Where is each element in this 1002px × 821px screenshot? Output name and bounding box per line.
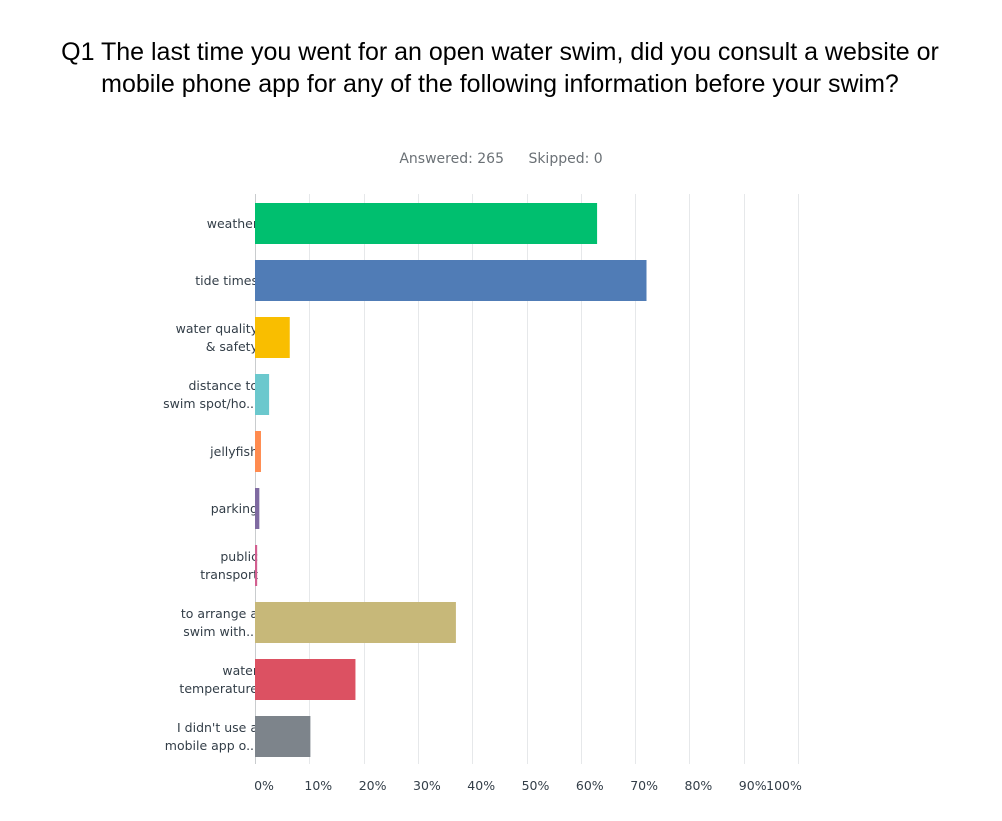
bar[interactable] (255, 431, 261, 472)
category-label-line: jellyfish (210, 443, 258, 459)
x-tick-label: 90% (739, 778, 767, 793)
category-label: I didn't use a mobile app o... (78, 719, 258, 755)
category-label: public transport (78, 548, 258, 584)
category-label-line: public (220, 548, 258, 564)
x-tick-label: 10% (304, 778, 332, 793)
bar[interactable] (255, 488, 260, 529)
x-tick-label: 50% (522, 778, 550, 793)
bar[interactable] (255, 602, 456, 643)
category-label-line: weather (206, 215, 258, 231)
bar[interactable] (255, 374, 270, 415)
category-label-line: I didn't use a (177, 719, 258, 735)
category-label-line: to arrange a (180, 605, 258, 621)
category-label-line: mobile app o... (164, 737, 258, 753)
bar[interactable] (255, 260, 647, 301)
category-label-line: swim with... (183, 623, 258, 639)
category-label: water temperature (78, 662, 258, 698)
category-label: distance to swim spot/ho... (78, 377, 258, 413)
category-label-line: distance to (188, 377, 259, 393)
category-label-line: swim spot/ho... (163, 395, 258, 411)
category-label-line: tide times (195, 272, 258, 288)
category-label: jellyfish (78, 443, 258, 461)
x-tick-label: 60% (576, 778, 604, 793)
x-tick-label: 100% (766, 778, 802, 793)
bar[interactable] (255, 716, 311, 757)
x-tick-label: 80% (685, 778, 713, 793)
category-label-line: temperature (179, 680, 258, 696)
answered-count: Answered: 265 (399, 151, 504, 167)
x-tick-label: 0% (254, 778, 274, 793)
category-label-line: transport (200, 566, 258, 582)
bar[interactable] (255, 659, 356, 700)
question-title: Q1 The last time you went for an open wa… (61, 38, 939, 98)
category-label: tide times (78, 272, 258, 290)
x-tick-label: 70% (630, 778, 658, 793)
x-tick-label: 40% (467, 778, 495, 793)
category-label-line: water (222, 662, 258, 678)
x-tick-label: 20% (359, 778, 387, 793)
category-label: weather (78, 215, 258, 233)
category-label-line: & safety (205, 338, 258, 354)
bar[interactable] (255, 203, 598, 244)
category-label: parking (78, 500, 258, 518)
response-stats: Answered: 265 Skipped: 0 (0, 151, 1002, 167)
bar[interactable] (255, 545, 258, 586)
skipped-count: Skipped: 0 (528, 151, 603, 167)
x-tick-label: 30% (413, 778, 441, 793)
category-label-line: water quality (175, 320, 258, 336)
category-label: to arrange a swim with... (78, 605, 258, 641)
category-label-line: parking (210, 500, 258, 516)
category-label: water quality & safety (78, 320, 258, 356)
bar[interactable] (255, 317, 290, 358)
